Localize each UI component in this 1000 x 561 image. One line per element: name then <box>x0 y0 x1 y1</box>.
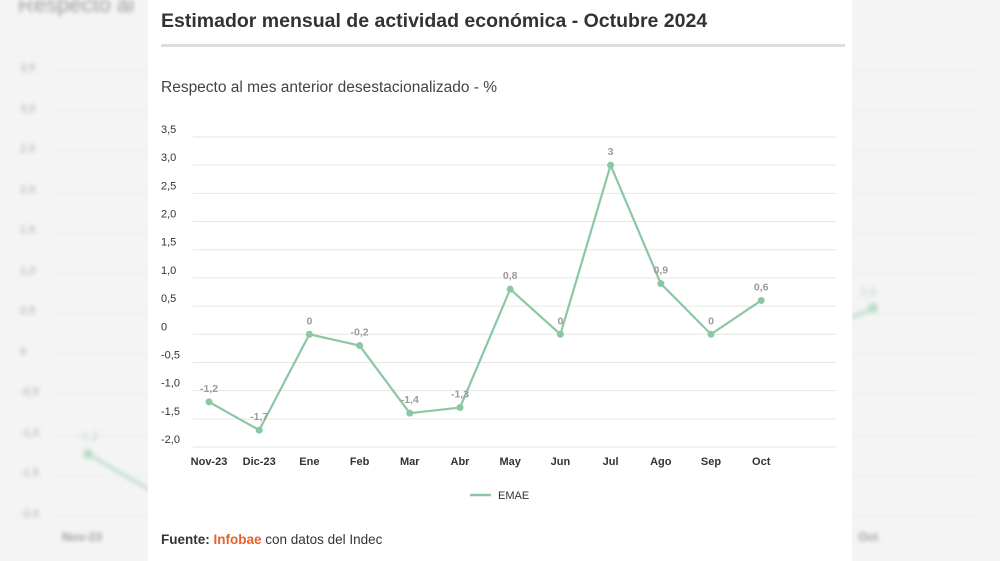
svg-text:Nov-23: Nov-23 <box>62 530 102 544</box>
y-tick-label: 2,0 <box>161 209 176 221</box>
background-tick-label: 2,5 <box>20 143 36 155</box>
y-tick-label: 1,5 <box>161 237 176 249</box>
y-tick-label: 1,0 <box>161 265 176 277</box>
svg-text:-1,2: -1,2 <box>78 429 99 443</box>
data-point <box>757 296 765 304</box>
data-label: -1,7 <box>250 411 268 423</box>
y-tick-label: 0,5 <box>161 293 176 305</box>
footer-text: con datos del Indec <box>261 532 383 547</box>
y-tick-label: 3,5 <box>161 124 176 136</box>
background-tick-label: 1,0 <box>20 264 36 277</box>
y-tick-label: 0 <box>161 321 167 333</box>
svg-text:Oct: Oct <box>858 530 878 544</box>
y-tick-label: 3,0 <box>161 152 176 164</box>
x-tick-label: Feb <box>350 456 370 468</box>
y-tick-label: -1,5 <box>161 406 180 418</box>
y-tick-label: 2,5 <box>161 180 176 192</box>
data-label: 0 <box>708 315 714 327</box>
background-tick-label: 3,0 <box>20 102 36 115</box>
x-tick-label: Dic-23 <box>243 456 276 468</box>
chart-subtitle: Respecto al mes anterior desestacionaliz… <box>161 79 498 96</box>
footer-label: Fuente: <box>161 532 210 547</box>
data-point <box>255 426 263 434</box>
background-tick-label: 2,0 <box>20 183 36 196</box>
data-label: -1,3 <box>451 389 469 401</box>
x-tick-label: Sep <box>701 456 721 468</box>
data-label: 0,9 <box>653 265 668 277</box>
data-point <box>556 330 564 338</box>
x-tick-label: Jun <box>551 456 571 468</box>
data-label: 0 <box>306 315 312 327</box>
source-footer: Fuente: Infobae con datos del Indec <box>161 532 382 547</box>
background-tick-label: 0 <box>20 345 27 358</box>
data-label: -1,4 <box>401 394 419 406</box>
background-tick-label: -1,0 <box>20 426 39 439</box>
data-point <box>356 342 364 350</box>
x-tick-label: Mar <box>400 456 420 468</box>
data-label: -0,2 <box>351 327 369 339</box>
data-point <box>456 404 464 412</box>
svg-text:0,6: 0,6 <box>860 285 877 299</box>
line-chart: 3,5 3,0 2,5 2,0 1,5 1,0 0,5 0 -0,5 -1,0 -1,5 -2,0 No… <box>161 124 836 502</box>
series-line-emae <box>208 164 762 432</box>
data-point <box>406 409 414 417</box>
background-tick-label: -2,0 <box>20 507 39 520</box>
data-point <box>657 280 665 288</box>
title-divider <box>161 44 845 47</box>
background-tick-label: -0,5 <box>20 386 39 398</box>
background-title: Respecto al <box>18 0 135 17</box>
y-tick-label: -1,0 <box>161 378 180 390</box>
background-tick-label: 3,5 <box>20 62 36 74</box>
y-tick-label: -0,5 <box>161 349 180 361</box>
data-label: -1,2 <box>200 383 218 395</box>
data-label: 3 <box>608 146 614 158</box>
background-tick-label: -1,5 <box>20 467 39 479</box>
x-tick-label: Nov-23 <box>191 456 228 468</box>
x-tick-label: Oct <box>752 456 771 468</box>
footer-source-link[interactable]: Infobae <box>213 532 262 547</box>
x-tick-label: Ago <box>650 456 672 468</box>
data-point <box>707 330 715 338</box>
data-point <box>205 398 213 406</box>
x-tick-label: Abr <box>451 456 471 468</box>
data-point <box>607 161 615 169</box>
data-point <box>305 330 313 338</box>
data-label: 0,6 <box>754 281 769 293</box>
background-tick-label: 1,5 <box>20 224 36 236</box>
chart-card: Estimador mensual de actividad económica… <box>148 0 852 561</box>
data-label: 0,8 <box>503 270 518 282</box>
data-label: 0 <box>557 315 563 327</box>
x-tick-label: Jul <box>603 456 619 468</box>
x-tick-label: Ene <box>299 456 319 468</box>
chart-title: Estimador mensual de actividad económica… <box>161 10 708 32</box>
legend-label: EMAE <box>498 490 529 502</box>
y-tick-label: -2,0 <box>161 434 180 446</box>
background-tick-label: 0,5 <box>20 305 36 317</box>
x-tick-label: May <box>499 456 521 468</box>
data-point <box>506 285 514 293</box>
